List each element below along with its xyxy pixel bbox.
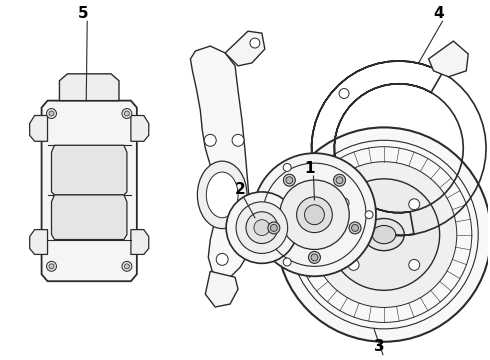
Circle shape bbox=[409, 199, 420, 210]
Polygon shape bbox=[131, 116, 149, 141]
Circle shape bbox=[250, 38, 260, 48]
Circle shape bbox=[204, 134, 216, 146]
Circle shape bbox=[226, 192, 297, 264]
Circle shape bbox=[311, 162, 457, 307]
Text: 2: 2 bbox=[235, 183, 245, 197]
Circle shape bbox=[270, 224, 277, 231]
Circle shape bbox=[283, 258, 291, 266]
Polygon shape bbox=[225, 31, 265, 66]
Circle shape bbox=[254, 220, 270, 235]
Circle shape bbox=[365, 211, 373, 219]
Circle shape bbox=[122, 109, 132, 118]
Ellipse shape bbox=[197, 161, 247, 229]
Polygon shape bbox=[42, 100, 137, 281]
Circle shape bbox=[296, 197, 332, 233]
Circle shape bbox=[351, 224, 359, 231]
Polygon shape bbox=[131, 230, 149, 255]
Circle shape bbox=[124, 264, 129, 269]
Circle shape bbox=[47, 261, 56, 271]
Circle shape bbox=[311, 254, 318, 261]
Circle shape bbox=[268, 222, 280, 234]
Circle shape bbox=[122, 261, 132, 271]
Polygon shape bbox=[30, 230, 48, 255]
Polygon shape bbox=[205, 271, 238, 307]
Circle shape bbox=[283, 174, 295, 186]
Circle shape bbox=[277, 127, 490, 342]
Circle shape bbox=[216, 253, 228, 265]
Circle shape bbox=[49, 111, 54, 116]
Circle shape bbox=[339, 198, 349, 208]
Circle shape bbox=[253, 153, 376, 276]
Circle shape bbox=[348, 199, 359, 210]
Circle shape bbox=[328, 179, 440, 290]
Polygon shape bbox=[30, 116, 48, 141]
Polygon shape bbox=[59, 74, 119, 100]
Circle shape bbox=[334, 174, 345, 186]
Circle shape bbox=[283, 163, 291, 171]
Circle shape bbox=[124, 111, 129, 116]
Ellipse shape bbox=[206, 172, 238, 218]
Circle shape bbox=[232, 134, 244, 146]
Text: 3: 3 bbox=[374, 339, 384, 354]
Text: 5: 5 bbox=[78, 6, 89, 21]
Circle shape bbox=[349, 222, 361, 234]
Circle shape bbox=[280, 180, 349, 249]
Text: 1: 1 bbox=[304, 161, 315, 176]
Text: 4: 4 bbox=[433, 6, 444, 21]
Circle shape bbox=[47, 109, 56, 118]
Circle shape bbox=[336, 177, 343, 184]
Polygon shape bbox=[191, 46, 252, 279]
Circle shape bbox=[305, 205, 324, 225]
Circle shape bbox=[286, 177, 293, 184]
Polygon shape bbox=[51, 145, 127, 195]
Circle shape bbox=[236, 202, 288, 253]
Circle shape bbox=[348, 260, 359, 270]
Ellipse shape bbox=[364, 219, 404, 251]
Circle shape bbox=[246, 212, 278, 243]
Ellipse shape bbox=[372, 225, 396, 244]
Circle shape bbox=[409, 260, 420, 270]
Polygon shape bbox=[51, 195, 127, 239]
Polygon shape bbox=[429, 41, 468, 77]
Circle shape bbox=[49, 264, 54, 269]
Circle shape bbox=[339, 89, 349, 99]
Circle shape bbox=[309, 251, 320, 264]
